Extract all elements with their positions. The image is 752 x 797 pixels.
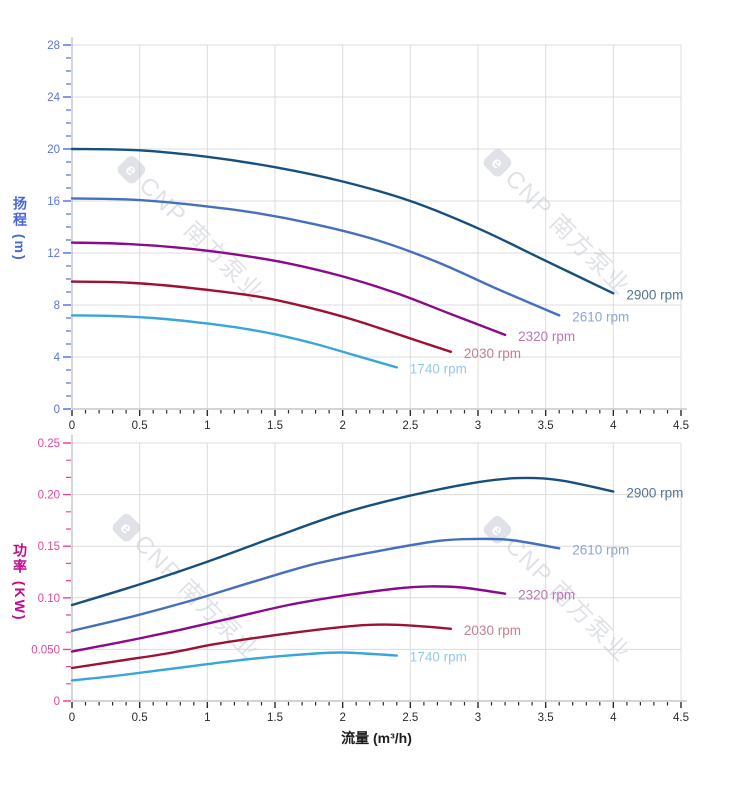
watermark-text: CNP 南方泵业 xyxy=(500,165,636,301)
y-tick-label: 8 xyxy=(54,300,60,312)
x-tick-label: 1 xyxy=(204,420,210,432)
watermark-logo xyxy=(483,516,512,544)
y-minor-ticks xyxy=(66,459,71,685)
y-tick-label: 28 xyxy=(47,40,60,52)
curve-2030-rpm xyxy=(70,280,453,353)
horizontal-gridlines xyxy=(72,44,681,358)
curve-label-2030-rpm: 2030 rpm xyxy=(464,346,521,361)
curve-label-2320-rpm: 2320 rpm xyxy=(518,588,575,603)
curve-label-2900-rpm: 2900 rpm xyxy=(626,486,683,501)
y-tick-label: 0 xyxy=(54,696,60,708)
x-major-ticks xyxy=(71,410,682,416)
y-tick-label: 24 xyxy=(47,92,60,104)
x-tick-label: 4.5 xyxy=(673,420,689,432)
y-major-ticks xyxy=(63,442,71,702)
x-tick-label: 3 xyxy=(475,712,481,724)
curve-label-2610-rpm: 2610 rpm xyxy=(572,309,629,324)
x-tick-label: 0.5 xyxy=(132,712,148,724)
curve-label-2030-rpm: 2030 rpm xyxy=(464,623,521,638)
curve-1740-rpm xyxy=(70,314,398,369)
y-tick-label: 16 xyxy=(47,196,60,208)
curve-1740-rpm xyxy=(70,651,398,682)
x-tick-label: 4 xyxy=(610,712,617,724)
x-minor-ticks xyxy=(84,410,669,414)
y-tick-label: 20 xyxy=(47,144,60,156)
x-tick-label: 1.5 xyxy=(267,420,283,432)
y-tick-label: 0.10 xyxy=(38,593,60,605)
curve-2900-rpm xyxy=(70,147,615,295)
x-tick-label: 1.5 xyxy=(267,712,283,724)
curve-label-1740-rpm: 1740 rpm xyxy=(410,361,467,376)
x-tick-label: 0 xyxy=(69,420,75,432)
curve-2030-rpm xyxy=(70,623,453,670)
power-axis-title: 功率 (KW) xyxy=(12,543,28,622)
y-tick-label: 0.15 xyxy=(38,541,60,553)
curve-label-2900-rpm: 2900 rpm xyxy=(626,287,683,302)
x-tick-label: 0.5 xyxy=(132,420,148,432)
watermark-logo xyxy=(117,156,146,184)
y-tick-label: 0 xyxy=(54,404,60,416)
y-major-ticks xyxy=(63,44,71,410)
x-tick-label: 3.5 xyxy=(538,712,554,724)
curve-label-2610-rpm: 2610 rpm xyxy=(572,542,629,557)
flow-axis-title: 流量 (m³/h) xyxy=(341,730,412,746)
y-tick-label: 0.20 xyxy=(38,490,60,502)
x-tick-label: 0 xyxy=(69,712,75,724)
curve-2900-rpm xyxy=(70,476,615,607)
x-tick-label: 4.5 xyxy=(673,712,689,724)
watermark-text: CNP 南方泵业 xyxy=(134,172,270,308)
y-tick-label: 0.050 xyxy=(31,644,60,656)
curve-label-2320-rpm: 2320 rpm xyxy=(518,329,575,344)
head-axis-title: 扬程 (m) xyxy=(12,196,28,262)
horizontal-gridlines xyxy=(72,442,681,650)
x-tick-label: 3 xyxy=(475,420,481,432)
y-minor-ticks xyxy=(66,57,71,397)
x-tick-label: 3.5 xyxy=(538,420,554,432)
curve-label-1740-rpm: 1740 rpm xyxy=(410,650,467,665)
x-tick-label: 1 xyxy=(204,712,210,724)
y-tick-label: 0.25 xyxy=(38,438,60,450)
curve-2320-rpm xyxy=(70,241,507,337)
curve-2610-rpm xyxy=(70,537,561,632)
x-minor-ticks xyxy=(84,702,669,706)
y-tick-label: 4 xyxy=(54,352,61,364)
watermark-logo xyxy=(483,149,512,177)
x-tick-label: 2.5 xyxy=(402,420,418,432)
x-tick-label: 2 xyxy=(339,420,345,432)
x-tick-label: 4 xyxy=(610,420,617,432)
vertical-gridlines xyxy=(139,443,682,701)
x-tick-label: 2 xyxy=(339,712,345,724)
x-major-ticks xyxy=(71,702,682,708)
x-tick-label: 2.5 xyxy=(402,712,418,724)
curve-2320-rpm xyxy=(70,585,507,653)
watermark-logo xyxy=(112,514,141,542)
y-tick-label: 12 xyxy=(47,248,60,260)
curve-2610-rpm xyxy=(70,197,561,317)
vertical-gridlines xyxy=(139,45,682,409)
